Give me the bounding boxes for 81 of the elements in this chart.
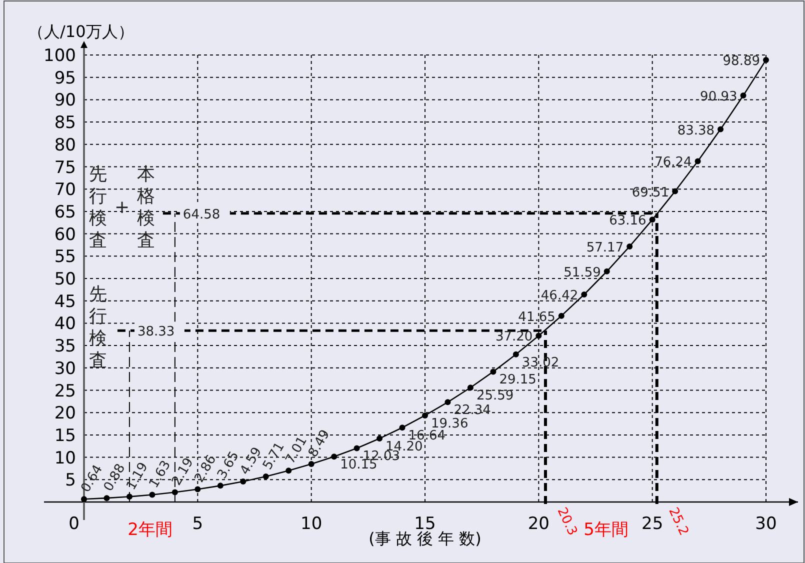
y-tick-label: 35: [54, 336, 76, 357]
y-tick-label: 20: [54, 404, 76, 424]
ref-line-label: 38.33: [137, 324, 175, 340]
y-tick-label: 65: [54, 202, 76, 222]
point: [763, 56, 769, 63]
y-tick-label: 70: [54, 180, 76, 200]
y-tick-label: 25: [54, 381, 76, 402]
data-label: 25.59: [476, 388, 514, 404]
point: [104, 495, 110, 502]
point: [490, 368, 496, 375]
point: [354, 445, 360, 452]
data-label: 46.42: [540, 288, 578, 304]
point: [581, 292, 588, 298]
point: [718, 126, 724, 132]
text: 2年間: [128, 520, 172, 540]
data-label: 37.20: [495, 330, 533, 345]
point: [444, 399, 451, 406]
y-tick-label: 90: [54, 90, 76, 111]
point: [262, 473, 269, 480]
point: [81, 496, 87, 502]
data-label: 57.17: [586, 240, 624, 256]
point: [149, 492, 156, 498]
point: [672, 188, 678, 194]
annotation: 先行検査: [89, 284, 107, 371]
data-label: 83.38: [677, 123, 715, 138]
data-label: 98.89: [722, 54, 760, 69]
x-tick-label: 20: [528, 514, 550, 534]
data-label: 69.51: [632, 185, 670, 200]
x-tick-label: 25: [642, 514, 664, 534]
data-label: 63.16: [609, 214, 646, 229]
y-tick-label: 95: [54, 68, 76, 88]
data-label: 33.02: [522, 355, 560, 370]
y-axis-title: （人/10万人）: [28, 22, 134, 41]
y-tick-label: 45: [54, 292, 76, 312]
point: [194, 486, 201, 492]
ref-line-label: 64.58: [182, 207, 220, 222]
data-label: 51.59: [564, 265, 601, 280]
data-label: 76.24: [654, 155, 692, 170]
y-tick-label: 100: [44, 46, 76, 66]
point: [399, 424, 406, 431]
data-label: 41.65: [518, 310, 556, 325]
point: [240, 478, 246, 484]
y-tick-label: 80: [54, 135, 76, 156]
point: [376, 436, 383, 442]
y-tick-label: 5: [65, 470, 76, 491]
point: [308, 461, 314, 468]
y-tick-label: 15: [54, 426, 76, 446]
point: [694, 158, 701, 164]
ref-line-label: 20.3: [554, 505, 580, 538]
data-label: 29.15: [499, 372, 536, 388]
y-tick-label: 75: [54, 158, 76, 178]
x-tick-label: 30: [755, 514, 777, 534]
point: [172, 489, 178, 496]
x-tick-label: 0: [68, 514, 80, 534]
y-tick-label: 10: [54, 448, 76, 468]
y-tick-label: 40: [54, 314, 76, 334]
data-label: 22.34: [454, 403, 491, 418]
y-tick-label: 60: [54, 224, 76, 245]
text: 5年間: [584, 520, 628, 540]
point: [604, 268, 610, 274]
point: [126, 494, 132, 500]
point: [558, 312, 564, 319]
point: [626, 243, 633, 250]
y-tick-label: 30: [54, 358, 76, 379]
ref-line-label: 25.2: [665, 505, 692, 538]
point: [331, 454, 338, 460]
point: [217, 482, 224, 489]
y-tick-label: 85: [54, 113, 76, 134]
point: [286, 468, 292, 474]
data-label: 90.93: [700, 90, 738, 105]
point: [536, 332, 542, 339]
data-label: 19.36: [431, 416, 468, 432]
point: [512, 351, 519, 358]
point: [467, 384, 474, 391]
x-tick-label: 10: [300, 514, 322, 534]
x-tick-label: 5: [192, 514, 204, 534]
y-tick-label: 55: [54, 247, 76, 268]
point: [740, 92, 746, 99]
point: [422, 412, 428, 418]
point: [649, 216, 656, 223]
y-tick-label: 50: [54, 270, 76, 290]
